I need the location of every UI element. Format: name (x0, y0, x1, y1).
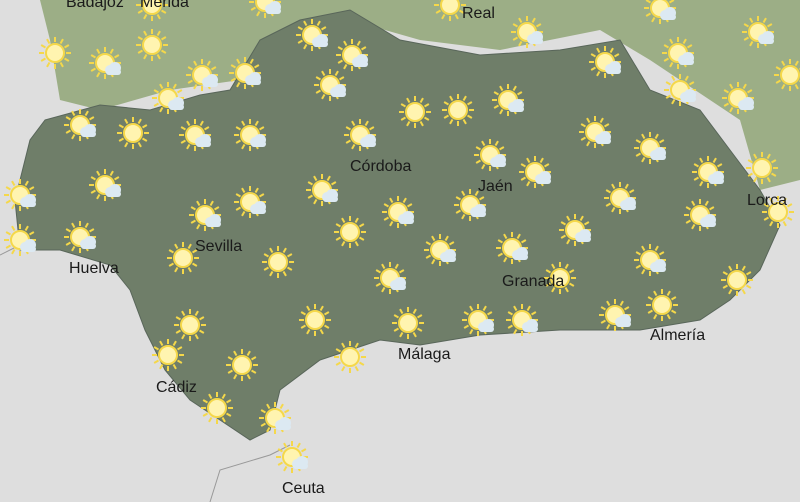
city-label-cordoba: Córdoba (350, 158, 412, 175)
sun-icon (135, 28, 169, 62)
city-label-granada: Granada (502, 273, 565, 290)
city-label-lorca: Lorca (747, 192, 788, 209)
sun-icon (398, 95, 432, 129)
sun-with-cloud-icon (473, 138, 507, 172)
sun-with-cloud-icon (663, 73, 697, 107)
city-label-huelva: Huelva (69, 260, 119, 277)
sun-with-cloud-icon (335, 38, 369, 72)
sun-with-cloud-icon (151, 81, 185, 115)
sun-with-cloud-icon (505, 303, 539, 337)
sun-with-cloud-icon (603, 181, 637, 215)
sun-with-cloud-icon (495, 231, 529, 265)
sun-with-cloud-icon (491, 83, 525, 117)
sun-with-cloud-icon (343, 118, 377, 152)
sun-with-cloud-icon (683, 198, 717, 232)
sun-icon (116, 116, 150, 150)
sun-with-cloud-icon (588, 45, 622, 79)
sun-with-cloud-icon (305, 173, 339, 207)
sun-icon (261, 245, 295, 279)
sun-icon (173, 308, 207, 342)
sun-with-cloud-icon (691, 155, 725, 189)
sun-icon (166, 241, 200, 275)
sun-with-cloud-icon (88, 46, 122, 80)
sun-icon (773, 58, 800, 92)
sun-with-cloud-icon (248, 0, 282, 19)
sun-icon (391, 306, 425, 340)
sun-with-cloud-icon (178, 118, 212, 152)
sun-with-cloud-icon (88, 168, 122, 202)
city-label-sevilla: Sevilla (195, 238, 243, 255)
sun-with-cloud-icon (228, 56, 262, 90)
sun-with-cloud-icon (3, 178, 37, 212)
sun-icon (135, 0, 169, 22)
sun-with-cloud-icon (185, 58, 219, 92)
sun-with-cloud-icon (381, 195, 415, 229)
sun-with-cloud-icon (741, 15, 775, 49)
sun-with-cloud-icon (423, 233, 457, 267)
sun-with-cloud-icon (510, 15, 544, 49)
sun-with-cloud-icon (188, 198, 222, 232)
sun-icon (298, 303, 332, 337)
city-label-cadiz: Cádiz (156, 379, 197, 396)
sun-with-cloud-icon (295, 18, 329, 52)
sun-with-cloud-icon (3, 223, 37, 257)
city-label-jaen: Jaén (478, 178, 513, 195)
city-label-real: Real (462, 5, 495, 22)
sun-with-cloud-icon (63, 220, 97, 254)
sun-icon (433, 0, 467, 22)
sun-with-cloud-icon (275, 440, 309, 474)
sun-with-cloud-icon (643, 0, 677, 25)
city-label-badajoz: Badajoz (66, 0, 124, 11)
sun-with-cloud-icon (453, 188, 487, 222)
sun-icon (38, 36, 72, 70)
sun-with-cloud-icon (373, 261, 407, 295)
sun-with-cloud-icon (461, 303, 495, 337)
city-label-malaga: Málaga (398, 346, 451, 363)
sun-icon (200, 391, 234, 425)
sun-icon (333, 340, 367, 374)
city-label-ceuta: Ceuta (282, 480, 325, 497)
sun-with-cloud-icon (661, 36, 695, 70)
sun-with-cloud-icon (313, 68, 347, 102)
sun-with-cloud-icon (633, 131, 667, 165)
sun-icon (441, 93, 475, 127)
sun-with-cloud-icon (518, 155, 552, 189)
sun-with-cloud-icon (558, 213, 592, 247)
city-label-merida: Mérida (140, 0, 189, 11)
city-label-almeria: Almería (650, 327, 706, 344)
sun-icon (720, 263, 754, 297)
sun-with-cloud-icon (598, 298, 632, 332)
sun-icon (745, 151, 779, 185)
sun-icon (225, 348, 259, 382)
sun-icon (645, 288, 679, 322)
sun-icon (761, 195, 795, 229)
neighbor-region (40, 0, 800, 190)
sun-with-cloud-icon (578, 115, 612, 149)
sun-icon (151, 338, 185, 372)
sun-with-cloud-icon (258, 401, 292, 435)
sun-icon (333, 215, 367, 249)
sun-with-cloud-icon (63, 108, 97, 142)
sun-with-cloud-icon (233, 118, 267, 152)
sun-icon (543, 261, 577, 295)
sun-with-cloud-icon (721, 81, 755, 115)
sun-with-cloud-icon (233, 185, 267, 219)
sun-with-cloud-icon (633, 243, 667, 277)
